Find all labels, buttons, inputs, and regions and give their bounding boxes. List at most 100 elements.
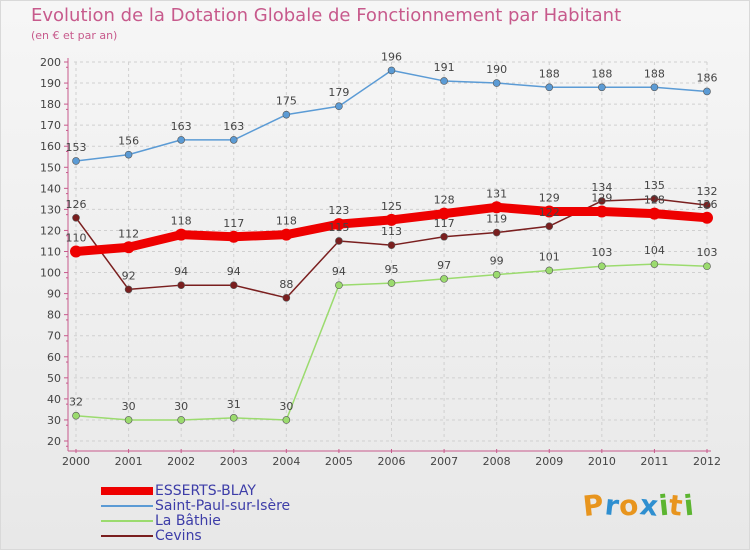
data-label: 118 bbox=[276, 215, 297, 228]
x-tick-label: 2005 bbox=[325, 455, 353, 468]
data-label: 188 bbox=[591, 67, 612, 80]
legend-swatch bbox=[101, 520, 153, 522]
legend-label: ESSERTS-BLAY bbox=[155, 483, 256, 499]
x-tick-label: 2012 bbox=[693, 455, 721, 468]
data-point bbox=[122, 241, 135, 254]
data-label: 92 bbox=[122, 269, 136, 282]
legend-item[interactable]: ESSERTS-BLAY bbox=[101, 484, 361, 499]
y-tick-label: 170 bbox=[40, 119, 61, 132]
data-point bbox=[703, 201, 711, 209]
data-point bbox=[177, 136, 185, 144]
data-point bbox=[650, 83, 659, 92]
y-tick-label: 50 bbox=[47, 372, 61, 385]
data-label: 188 bbox=[644, 67, 665, 80]
data-point bbox=[72, 157, 80, 165]
legend: ESSERTS-BLAY Saint-Paul-sur-Isère La Bât… bbox=[101, 484, 361, 544]
y-tick-label: 20 bbox=[47, 435, 61, 448]
data-label: 129 bbox=[591, 191, 612, 204]
data-point bbox=[70, 245, 82, 258]
data-point bbox=[229, 136, 238, 144]
data-point bbox=[387, 66, 396, 75]
data-label: 188 bbox=[539, 67, 560, 80]
data-point bbox=[440, 77, 448, 85]
data-point bbox=[598, 262, 606, 271]
legend-swatch bbox=[101, 487, 153, 495]
x-tick-label: 2004 bbox=[272, 455, 300, 468]
x-tick-label: 2009 bbox=[535, 455, 563, 468]
data-point bbox=[595, 205, 608, 218]
data-label: 191 bbox=[434, 61, 455, 74]
data-point bbox=[598, 83, 606, 92]
y-tick-label: 180 bbox=[40, 98, 61, 111]
chart-title: Evolution de la Dotation Globale de Fonc… bbox=[31, 5, 622, 26]
data-label: 156 bbox=[118, 135, 139, 148]
data-point bbox=[490, 201, 503, 214]
data-label: 126 bbox=[66, 198, 87, 211]
data-label: 129 bbox=[539, 191, 560, 204]
data-label: 94 bbox=[174, 265, 188, 278]
data-label: 110 bbox=[66, 232, 87, 245]
data-label: 126 bbox=[697, 198, 718, 211]
data-label: 132 bbox=[697, 185, 718, 198]
y-tick-label: 30 bbox=[47, 414, 61, 427]
data-label: 179 bbox=[328, 86, 349, 99]
series-line bbox=[75, 263, 708, 421]
data-point bbox=[72, 411, 80, 420]
data-point bbox=[545, 83, 554, 92]
legend-item[interactable]: Cevins bbox=[101, 529, 361, 544]
data-point bbox=[648, 207, 661, 220]
data-point bbox=[492, 79, 501, 87]
data-label: 117 bbox=[223, 217, 244, 230]
data-label: 101 bbox=[539, 250, 560, 263]
x-tick-label: 2008 bbox=[483, 455, 511, 468]
data-point bbox=[124, 150, 133, 159]
data-point bbox=[72, 214, 80, 222]
data-label: 30 bbox=[122, 400, 136, 413]
data-point bbox=[703, 87, 711, 96]
data-label: 134 bbox=[591, 181, 612, 194]
data-point bbox=[332, 218, 345, 231]
data-label: 30 bbox=[174, 400, 188, 413]
data-label: 186 bbox=[697, 71, 718, 84]
data-point bbox=[335, 281, 343, 289]
data-point bbox=[703, 262, 711, 271]
logo-letter: i bbox=[681, 488, 696, 523]
data-label: 190 bbox=[486, 63, 507, 76]
x-tick-label: 2003 bbox=[220, 455, 248, 468]
data-label: 30 bbox=[279, 400, 293, 413]
data-point bbox=[177, 416, 185, 424]
data-point bbox=[227, 230, 240, 243]
data-label: 125 bbox=[381, 200, 402, 213]
data-label: 128 bbox=[644, 194, 665, 207]
y-tick-label: 60 bbox=[47, 351, 61, 364]
data-label: 94 bbox=[332, 265, 346, 278]
data-point bbox=[335, 102, 343, 111]
data-label: 122 bbox=[539, 206, 560, 219]
proxiti-logo[interactable]: Proxiti bbox=[581, 488, 696, 523]
y-tick-label: 150 bbox=[40, 161, 61, 174]
y-tick-label: 70 bbox=[47, 330, 61, 343]
data-label: 119 bbox=[486, 213, 507, 226]
data-label: 115 bbox=[328, 221, 349, 234]
y-tick-label: 140 bbox=[40, 182, 61, 195]
data-point bbox=[492, 228, 501, 237]
data-label: 117 bbox=[434, 217, 455, 230]
data-label: 163 bbox=[223, 120, 244, 133]
chart-subtitle: (en € et par an) bbox=[31, 29, 118, 42]
x-tick-label: 2002 bbox=[167, 455, 195, 468]
y-tick-label: 80 bbox=[47, 309, 61, 322]
data-point bbox=[177, 281, 185, 289]
data-label: 153 bbox=[66, 141, 87, 154]
data-label: 113 bbox=[381, 225, 402, 238]
data-point bbox=[545, 222, 554, 231]
legend-swatch bbox=[101, 535, 153, 537]
y-tick-label: 40 bbox=[47, 393, 61, 406]
y-tick-label: 190 bbox=[40, 77, 61, 90]
data-label: 135 bbox=[644, 179, 665, 192]
legend-label: La Bâthie bbox=[155, 513, 221, 529]
x-tick-label: 2000 bbox=[62, 455, 90, 468]
legend-item[interactable]: La Bâthie bbox=[101, 514, 361, 529]
data-point bbox=[229, 414, 238, 422]
data-point bbox=[440, 232, 448, 241]
legend-item[interactable]: Saint-Paul-sur-Isère bbox=[101, 499, 361, 514]
